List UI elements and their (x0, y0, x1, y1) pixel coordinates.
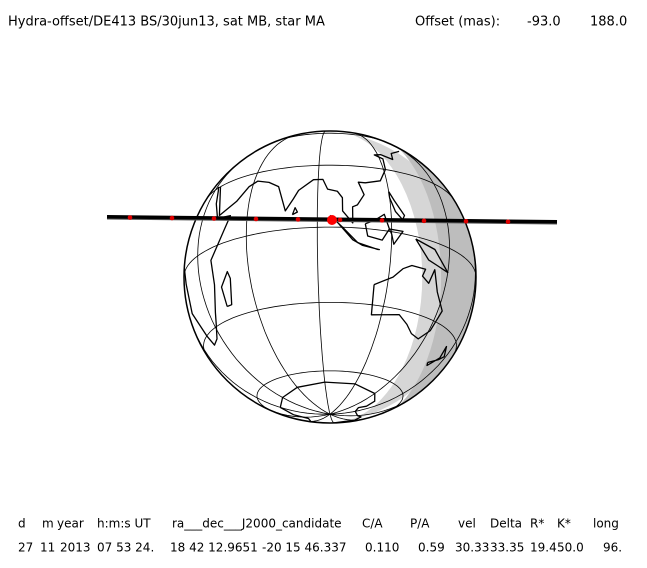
cell: 0.59 (418, 541, 445, 555)
coastline (291, 207, 299, 216)
column-header: m (42, 517, 54, 531)
coastline (388, 228, 404, 245)
track-dot (421, 218, 427, 224)
globe-disc (184, 131, 476, 423)
coastline (426, 345, 448, 367)
track-dot (253, 216, 259, 222)
coastline (218, 150, 400, 224)
parallel (206, 164, 454, 199)
cell: 27 (18, 541, 33, 555)
column-header: h:m:s UT (97, 517, 151, 531)
coastline (183, 186, 232, 346)
offset-y: 188.0 (590, 15, 627, 30)
central-instant (327, 215, 337, 225)
column-header: ra___dec___J2000_candidate (172, 517, 342, 531)
cell: 19.4 (530, 541, 557, 555)
meridian (245, 134, 331, 415)
coastline (220, 270, 233, 308)
track-dot (379, 218, 385, 223)
coastline (357, 241, 381, 251)
track-dot (127, 215, 133, 220)
cell: 50.0 (557, 541, 584, 555)
cell: 96. (603, 541, 622, 555)
meridian (197, 160, 331, 415)
column-header: d (18, 517, 26, 531)
meridian (316, 130, 331, 415)
cell: 33.35 (490, 541, 524, 555)
offset-x: -93.0 (527, 15, 561, 30)
column-header: year (57, 517, 84, 531)
column-header: P/A (410, 517, 430, 531)
coastline (415, 238, 449, 274)
offset-label: Offset (mas): (415, 15, 500, 30)
track-dot (337, 217, 343, 223)
cell: 11 (40, 541, 55, 555)
cell: -20 15 46.337 (262, 541, 347, 555)
meridian (329, 244, 476, 415)
coastline (370, 264, 443, 340)
globe (106, 130, 558, 424)
track-dot (295, 217, 301, 222)
track-dot (463, 218, 469, 224)
column-header: C/A (362, 517, 383, 531)
track-dot (505, 219, 511, 225)
track-dot (169, 215, 175, 221)
meridian (329, 145, 450, 415)
globe-outline (183, 130, 477, 424)
title: Hydra-offset/DE413 BS/30jun13, sat MB, s… (8, 15, 325, 30)
column-header: long (593, 517, 619, 531)
event-table: d m year h:m:s UT ra___dec___J2000_candidate… (18, 517, 622, 555)
column-header: R* (530, 517, 544, 531)
column-header: vel (458, 517, 476, 531)
cell: 18 42 12.9651 (170, 541, 258, 555)
column-header: Delta (490, 517, 522, 531)
cell: 30.33 (455, 541, 489, 555)
cell: 07 53 24. (97, 541, 154, 555)
track-dot (211, 216, 217, 221)
cell: 2013 (60, 541, 91, 555)
cell: 0.110 (365, 541, 399, 555)
coastline (279, 381, 376, 424)
column-header: K* (557, 517, 571, 531)
